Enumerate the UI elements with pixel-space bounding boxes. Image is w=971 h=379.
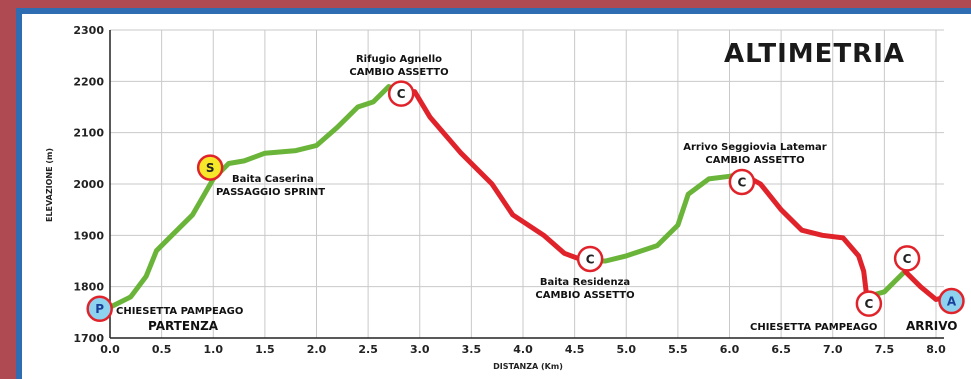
annotation-rifugio-line2: CAMBIO ASSETTO <box>349 67 448 78</box>
annotation-finish-line1: CHIESETTA PAMPEAGO <box>750 322 877 333</box>
route-marker-circle <box>86 295 113 322</box>
x-tick-label: 0.0 <box>100 343 120 356</box>
x-axis-label: DISTANZA (Km) <box>493 362 563 371</box>
route-marker-circle <box>576 245 604 273</box>
x-tick-label: 1.5 <box>255 343 275 356</box>
route-marker-label: A <box>947 295 957 309</box>
annotation-seggiovia-line2: CAMBIO ASSETTO <box>705 155 804 166</box>
y-tick-label: 2200 <box>73 75 104 88</box>
y-axis-label: ELEVAZIONE (m) <box>45 148 54 222</box>
route-marker: P <box>86 295 113 322</box>
route-marker-circle <box>855 290 883 317</box>
route-marker-circle <box>938 287 965 315</box>
route-marker-circle <box>728 168 756 196</box>
annotation-finish-line2: ARRIVO <box>906 319 958 333</box>
route-marker: C <box>387 80 415 107</box>
route-marker: C <box>893 245 921 272</box>
route-marker-label: C <box>586 252 595 266</box>
y-tick-label: 1700 <box>73 332 104 345</box>
chart-title: ALTIMETRIA <box>724 39 905 69</box>
annotation-start-line2: PARTENZA <box>148 319 219 333</box>
annotation-finish: CHIESETTA PAMPEAGO ARRIVO <box>750 319 958 333</box>
x-tick-label: 2.5 <box>358 343 378 356</box>
x-tick-label: 4.5 <box>565 343 585 356</box>
y-tick-label: 2000 <box>73 178 104 191</box>
route-marker: C <box>728 168 756 196</box>
x-tick-label: 1.0 <box>204 343 224 356</box>
route-marker-label: C <box>864 297 873 311</box>
annotation-baita-residenza: Baita Residenza CAMBIO ASSETTO <box>535 277 634 301</box>
route-marker-label: C <box>903 252 912 266</box>
annotation-sprint: Baita Caserina PASSAGGIO SPRINT <box>216 174 325 198</box>
route-marker: C <box>576 245 604 273</box>
chart-grid <box>109 29 944 339</box>
profile-segment <box>739 171 870 300</box>
y-tick-label: 1900 <box>73 229 104 242</box>
route-marker-label: C <box>397 87 406 101</box>
x-tick-label: 0.5 <box>152 343 172 356</box>
annotation-seggiovia: Arrivo Seggiovia Latemar CAMBIO ASSETTO <box>683 142 827 166</box>
profile-segment <box>582 171 745 264</box>
x-tick-label: 5.5 <box>668 343 688 356</box>
x-tick-label: 8.0 <box>926 343 946 356</box>
x-tick-label: 7.0 <box>823 343 843 356</box>
route-marker-circle <box>387 80 415 107</box>
route-marker-label: C <box>737 175 746 189</box>
route-marker-circle <box>893 245 921 272</box>
annotation-rifugio-line1: Rifugio Agnello <box>356 54 442 65</box>
y-tick-label: 2100 <box>73 127 104 140</box>
annotation-baita-residenza-line2: CAMBIO ASSETTO <box>535 290 634 301</box>
x-tick-label: 5.0 <box>617 343 637 356</box>
x-tick-label: 3.0 <box>410 343 430 356</box>
annotation-seggiovia-line1: Arrivo Seggiovia Latemar <box>683 142 827 153</box>
route-markers: P S C C C C C A <box>86 80 965 322</box>
route-marker-label: S <box>206 161 215 175</box>
y-tick-labels: 1700 1800 1900 2000 2100 2200 2300 <box>73 24 104 345</box>
chart-axes <box>109 30 944 339</box>
x-tick-labels: 0.0 0.5 1.0 1.5 2.0 2.5 3.0 3.5 4.0 4.5 5.0 5.5 6.0 6… <box>100 343 946 356</box>
elevation-profile <box>107 84 949 310</box>
route-marker: C <box>855 290 883 317</box>
x-tick-label: 2.0 <box>307 343 327 356</box>
x-tick-label: 6.0 <box>720 343 740 356</box>
x-tick-label: 3.5 <box>462 343 482 356</box>
annotation-sprint-line1: Baita Caserina <box>232 174 314 185</box>
x-tick-label: 7.5 <box>875 343 895 356</box>
annotation-sprint-line2: PASSAGGIO SPRINT <box>216 187 325 198</box>
annotation-start-line1: CHIESETTA PAMPEAGO <box>116 306 243 317</box>
annotation-start: CHIESETTA PAMPEAGO PARTENZA <box>116 306 243 333</box>
annotation-baita-residenza-line1: Baita Residenza <box>540 277 630 288</box>
profile-segment <box>107 84 404 310</box>
profile-segment <box>398 89 588 264</box>
chart-panel <box>22 14 971 379</box>
route-marker: A <box>938 287 965 315</box>
x-tick-label: 6.5 <box>771 343 791 356</box>
annotation-rifugio: Rifugio Agnello CAMBIO ASSETTO <box>349 54 448 78</box>
route-marker-label: P <box>95 302 104 316</box>
route-marker-circle <box>196 154 224 181</box>
y-tick-label: 1800 <box>73 281 104 294</box>
x-tick-label: 4.0 <box>513 343 533 356</box>
y-tick-label: 2300 <box>73 24 104 37</box>
route-marker: S <box>196 154 224 181</box>
